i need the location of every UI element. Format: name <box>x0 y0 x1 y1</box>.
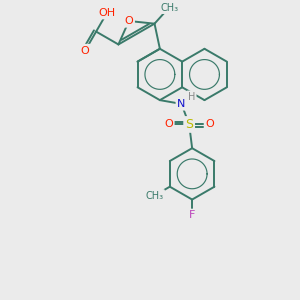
Text: H: H <box>188 92 195 102</box>
Text: N: N <box>177 99 186 109</box>
Text: CH₃: CH₃ <box>145 190 164 201</box>
Text: CH₃: CH₃ <box>160 2 178 13</box>
Text: O: O <box>81 46 89 56</box>
Text: O: O <box>206 119 214 130</box>
Text: F: F <box>189 210 195 220</box>
Text: O: O <box>164 119 173 130</box>
Text: S: S <box>185 118 193 131</box>
Text: OH: OH <box>98 8 116 18</box>
Text: O: O <box>124 16 133 26</box>
